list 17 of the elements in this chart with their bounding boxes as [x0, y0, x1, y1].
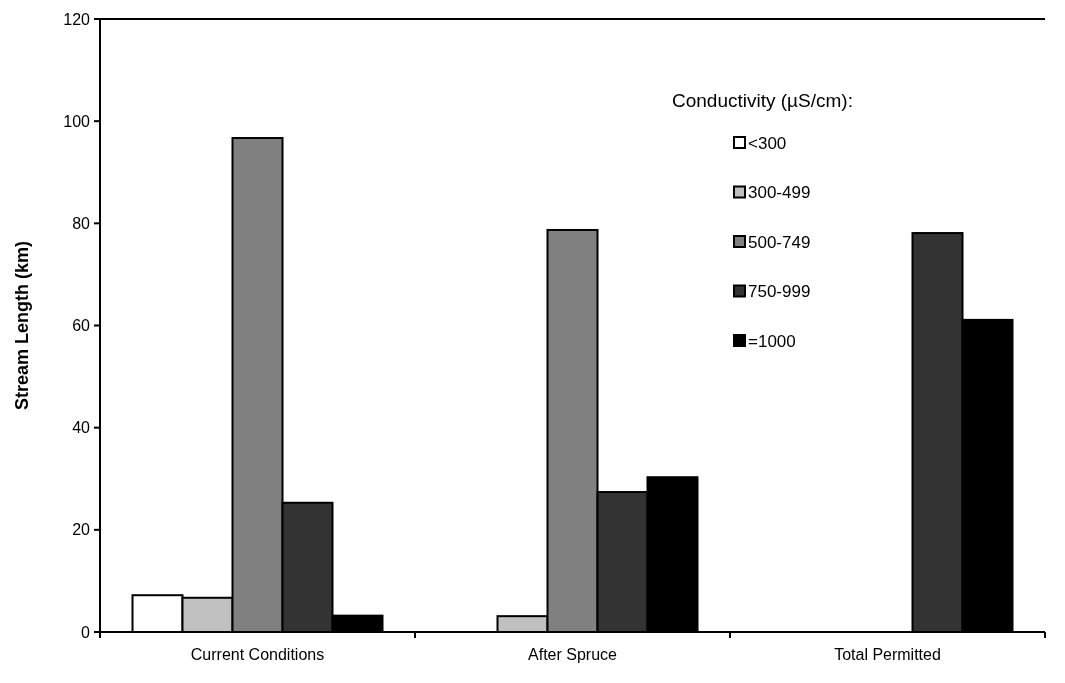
legend-label: 500-749 — [748, 232, 811, 252]
x-tick-label: Total Permitted — [834, 646, 941, 663]
x-tick-label: After Spruce — [528, 646, 618, 663]
legend-label: =1000 — [748, 331, 796, 351]
y-tick-label: 60 — [72, 317, 91, 335]
y-tick-label: 80 — [72, 214, 91, 232]
y-tick-label: 40 — [72, 419, 91, 437]
y-axis-title: Stream Length (km) — [12, 240, 32, 411]
legend-label: 300-499 — [748, 183, 811, 203]
y-tick-label: 20 — [72, 521, 91, 539]
y-tick-label: 120 — [63, 10, 91, 28]
legend-label: 750-999 — [748, 282, 811, 302]
y-tick-label: 0 — [81, 623, 91, 641]
x-tick-label: Current Conditions — [190, 646, 325, 663]
legend-title: Conductivity (µS/cm): — [672, 89, 853, 111]
legend-label: <300 — [748, 133, 787, 153]
y-tick-label: 100 — [63, 112, 91, 130]
